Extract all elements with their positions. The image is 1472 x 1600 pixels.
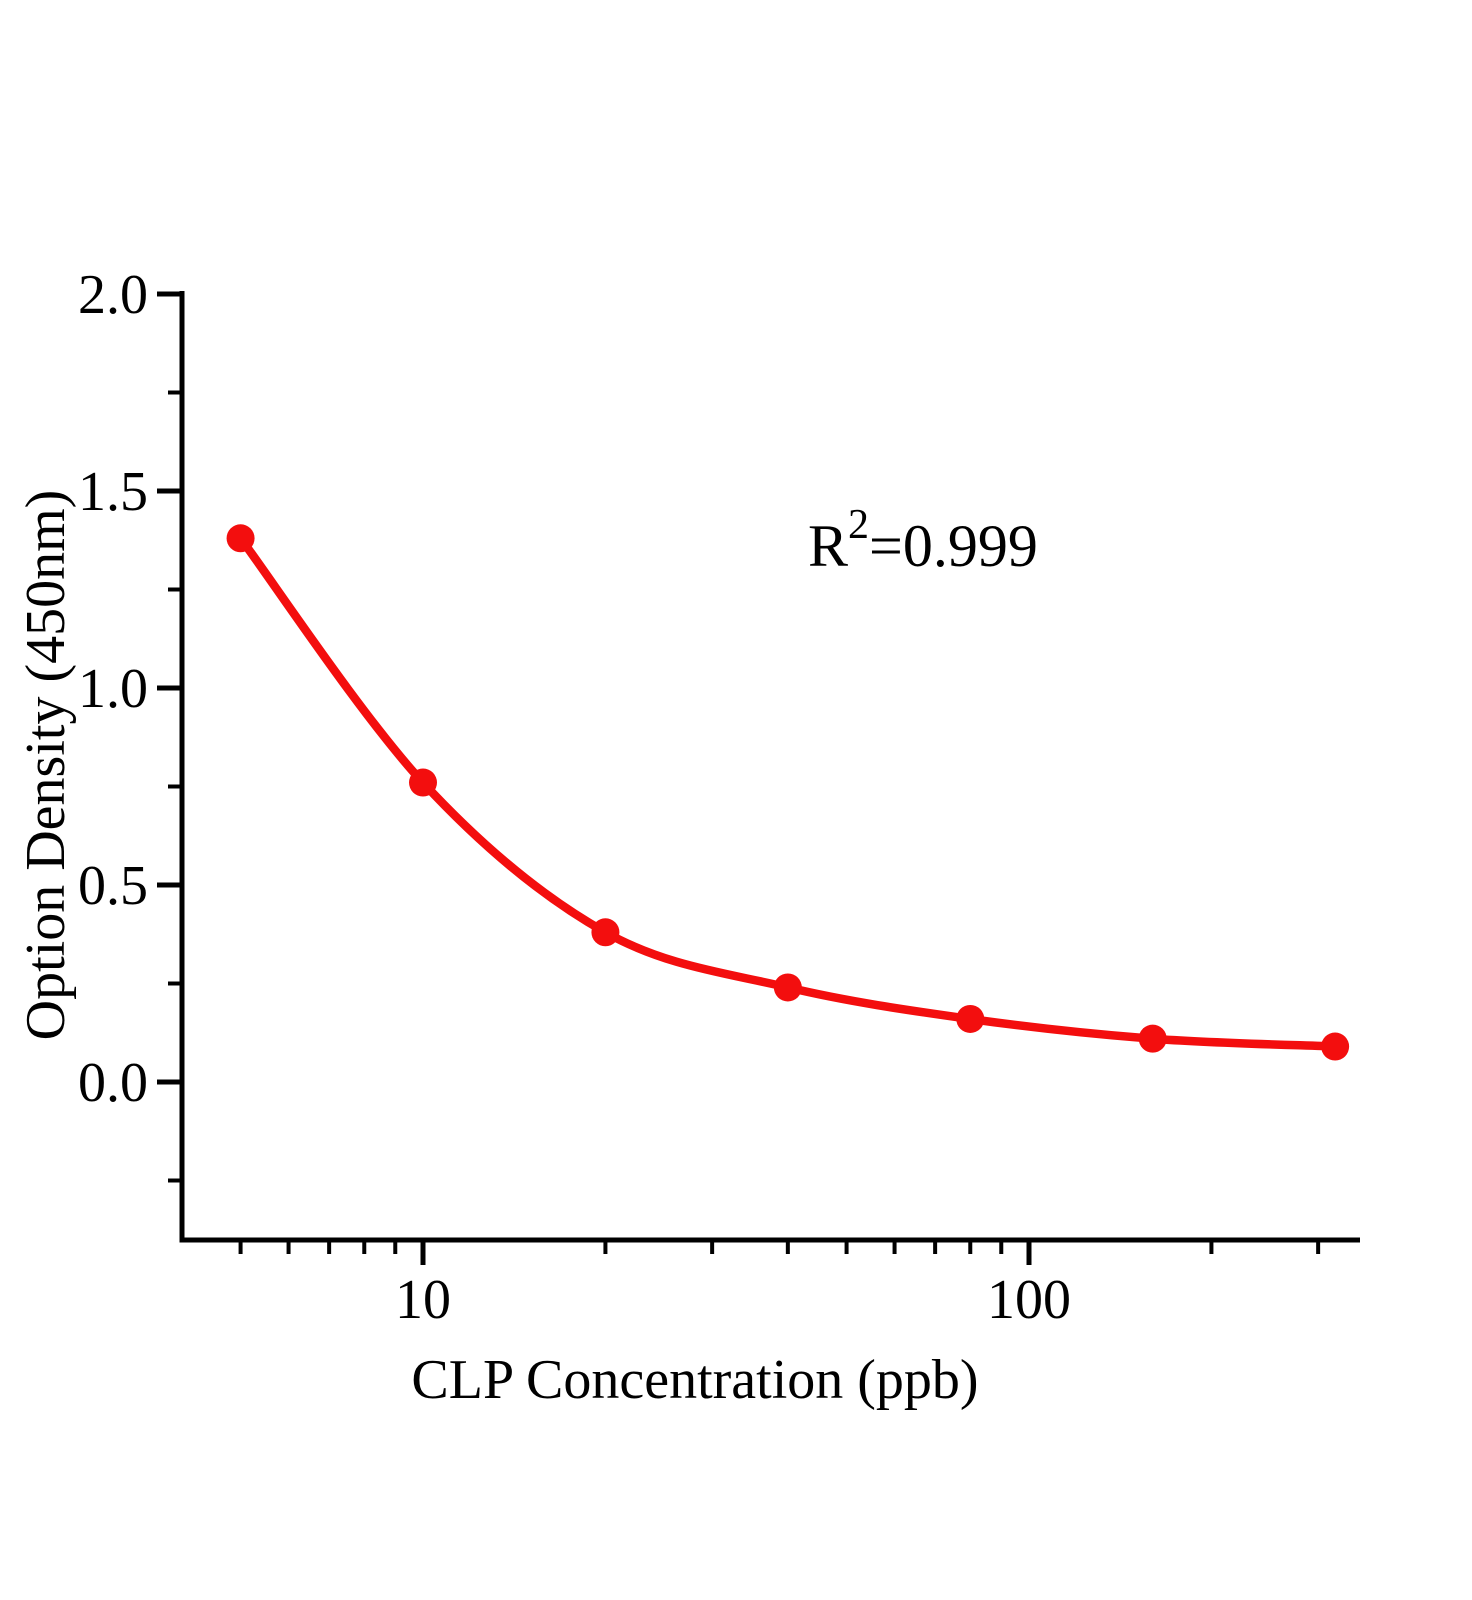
- y-tick-label: 0.0: [78, 1052, 148, 1114]
- data-point-5ppb: [226, 524, 255, 553]
- y-tick-label: 0.5: [78, 855, 148, 917]
- y-tick-label: 1.0: [78, 658, 148, 720]
- data-point-20ppb: [591, 918, 620, 947]
- x-axis-title: CLP Concentration (ppb): [411, 1349, 978, 1411]
- y-tick-label: 1.5: [78, 461, 148, 523]
- data-point-80ppb: [956, 1004, 985, 1033]
- x-tick-label: 100: [987, 1269, 1071, 1331]
- data-points: [226, 524, 1350, 1061]
- data-point-160ppb: [1138, 1024, 1167, 1053]
- y-axis-title: Option Density (450nm): [15, 490, 77, 1041]
- data-point-320ppb: [1321, 1032, 1350, 1061]
- axes: [157, 291, 1360, 1265]
- x-tick-label: 10: [395, 1269, 451, 1331]
- data-point-10ppb: [409, 768, 437, 797]
- tick-labels: 0.0 0.5 1.0 1.5 2.0 10 100: [78, 264, 1071, 1331]
- y-tick-label: 2.0: [78, 264, 148, 326]
- r-squared-annotation: R2=0.999: [808, 502, 1038, 579]
- data-point-40ppb: [773, 973, 802, 1002]
